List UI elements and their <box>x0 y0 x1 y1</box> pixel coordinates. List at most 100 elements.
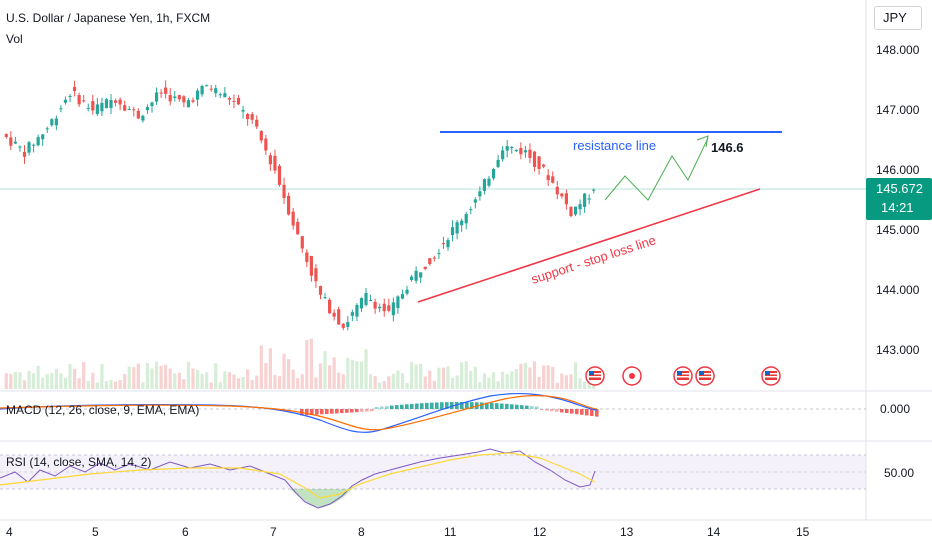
us-flag-event-icon[interactable] <box>673 366 693 386</box>
candle-body <box>587 198 591 200</box>
record-event-icon[interactable] <box>622 366 642 386</box>
candle-body <box>205 85 209 87</box>
volume-bar <box>382 381 386 389</box>
candle-body <box>400 294 405 299</box>
volume-bar <box>45 374 49 389</box>
candle-body <box>464 213 468 224</box>
volume-bar <box>246 369 250 389</box>
volume-label[interactable]: Vol <box>6 32 23 46</box>
volume-bar <box>437 367 441 389</box>
candle-body <box>195 90 200 100</box>
macd-histogram-bar <box>410 403 414 409</box>
projection-path[interactable] <box>604 137 709 201</box>
us-flag-event-icon[interactable] <box>695 366 715 386</box>
candle-body <box>350 312 354 316</box>
rsi-label[interactable]: RSI (14, close, SMA, 14, 2) <box>6 455 151 469</box>
macd-histogram-bar <box>340 409 344 414</box>
us-flag-event-icon[interactable] <box>585 366 605 386</box>
macd-histogram-bar <box>525 405 529 409</box>
volume-bar <box>441 367 446 389</box>
candle-body <box>95 104 99 115</box>
candle-body <box>113 100 118 103</box>
symbol-title[interactable]: U.S. Dollar / Japanese Yen, 1h, FXCM <box>6 11 211 25</box>
volume-bar <box>446 366 450 389</box>
price-tick-144: 144.000 <box>876 283 920 297</box>
candle-body <box>45 128 49 130</box>
price-tick-145: 145.000 <box>876 223 920 237</box>
volume-bar <box>296 378 300 389</box>
candle-body <box>18 146 22 148</box>
candle-body <box>77 95 81 105</box>
candle-body <box>141 115 145 121</box>
volume-bar <box>36 365 40 389</box>
macd-histogram-bar <box>350 409 354 413</box>
macd-histogram-bar <box>565 409 569 413</box>
macd-histogram-bar <box>520 405 524 409</box>
candle-body <box>173 96 177 98</box>
volume-bar <box>318 363 323 389</box>
candle-body <box>191 100 195 102</box>
macd-histogram-bar <box>495 403 499 409</box>
volume-bar <box>387 376 391 389</box>
time-tick: 11 <box>444 525 457 539</box>
volume-bar <box>227 372 232 389</box>
volume-bar <box>32 373 36 389</box>
candle-body <box>542 164 546 167</box>
candle-body <box>287 195 291 215</box>
candle-body <box>218 94 222 96</box>
volume-bar <box>583 381 587 389</box>
volume-bars <box>4 338 596 389</box>
candle-body <box>414 270 418 281</box>
support-line[interactable] <box>417 188 761 303</box>
volume-bar <box>501 371 505 389</box>
rsi-line <box>0 448 596 509</box>
macd-signal-line <box>0 395 598 431</box>
macd-histogram-bar <box>500 403 504 409</box>
rsi-axis-tick: 50.00 <box>884 466 914 480</box>
volume-bar <box>13 372 17 389</box>
macd-label[interactable]: MACD (12, 26, close, 9, EMA, EMA) <box>6 403 199 417</box>
candle-body <box>573 206 578 215</box>
volume-bar <box>236 378 241 389</box>
price-tick-147: 147.000 <box>876 103 920 117</box>
candle-body <box>236 97 241 105</box>
volume-bar <box>523 363 528 389</box>
volume-bar <box>314 377 318 389</box>
candle-body <box>109 99 113 108</box>
volume-bar <box>532 361 537 389</box>
candle-body <box>405 289 409 294</box>
time-tick: 4 <box>6 525 13 539</box>
candle-body <box>214 88 218 94</box>
current-price-badge[interactable] <box>866 178 932 220</box>
candle-body <box>59 108 63 110</box>
candle-body <box>373 301 377 309</box>
volume-bar <box>350 359 354 389</box>
volume-bar <box>113 381 118 389</box>
macd-histogram-bar <box>335 409 339 414</box>
candle-body <box>223 93 227 98</box>
candle-body <box>4 134 8 137</box>
volume-bar <box>555 382 559 389</box>
volume-bar <box>405 382 409 389</box>
candle-body <box>268 155 272 165</box>
currency-selector[interactable]: JPY <box>874 6 922 30</box>
volume-bar <box>277 376 282 389</box>
candle-body <box>27 142 31 153</box>
projection-arrowhead <box>696 135 709 148</box>
candle-body <box>150 102 154 107</box>
event-markers[interactable] <box>585 366 781 386</box>
volume-bar <box>259 345 263 389</box>
macd-histogram-bar <box>305 409 309 416</box>
candle-body <box>491 168 496 179</box>
macd-histogram-bar <box>435 402 439 409</box>
volume-bar <box>186 361 191 389</box>
candle-body <box>154 92 159 102</box>
candle-body <box>41 134 45 140</box>
volume-bar <box>368 374 373 389</box>
us-flag-event-icon[interactable] <box>761 366 781 386</box>
volume-bar <box>200 373 204 389</box>
candle-body <box>537 156 541 169</box>
macd-histogram-bar <box>385 406 389 409</box>
candle-body <box>273 155 277 171</box>
